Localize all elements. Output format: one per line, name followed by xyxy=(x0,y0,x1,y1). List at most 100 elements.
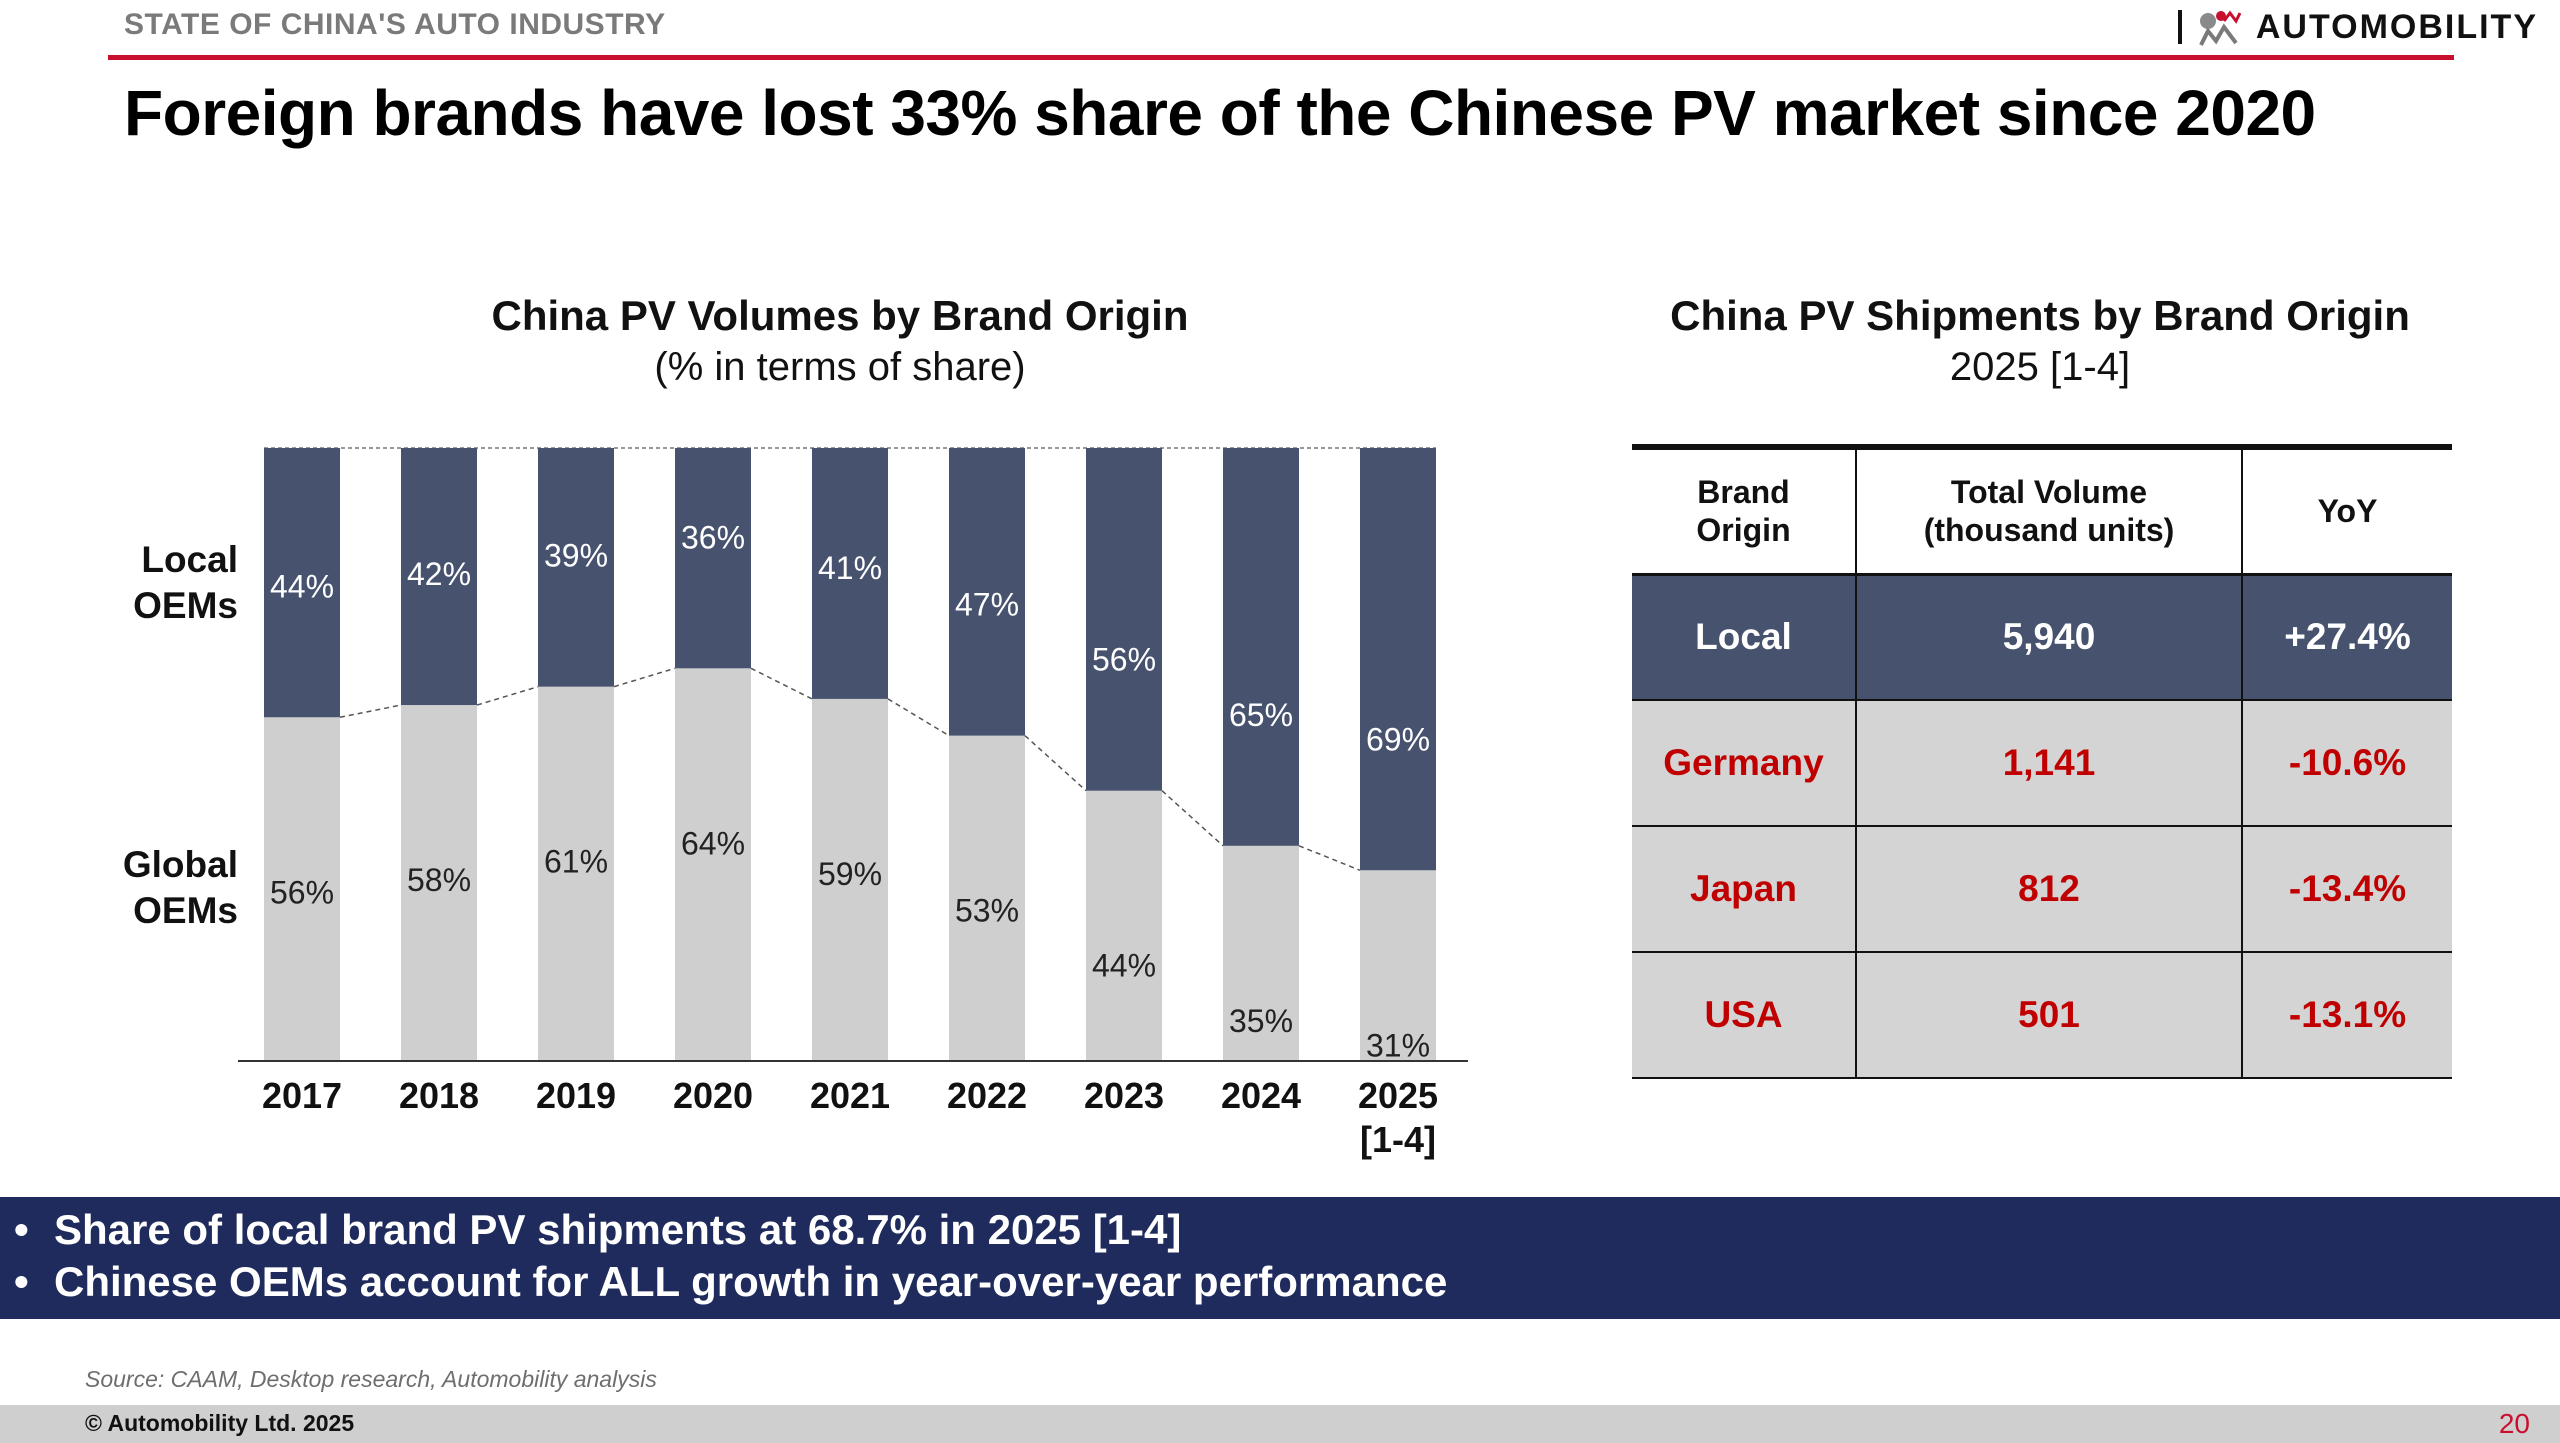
bar-global-oems xyxy=(1086,790,1162,1060)
x-tick-label: 2021 xyxy=(810,1075,890,1116)
source-note: Source: CAAM, Desktop research, Automobi… xyxy=(85,1366,657,1392)
table-row: Japan 812 -13.4% xyxy=(1632,826,2452,953)
header-rule xyxy=(108,55,2454,60)
page-title: Foreign brands have lost 33% share of th… xyxy=(124,77,2316,149)
brand-lockup: AUTOMOBILITY xyxy=(2177,4,2538,50)
bar-local-oems xyxy=(1360,448,1436,871)
data-label-local: 44% xyxy=(270,568,334,604)
bar-global-oems xyxy=(949,735,1025,1060)
row-volume: 1,141 xyxy=(1856,700,2243,827)
row-yoy: -10.6% xyxy=(2242,700,2452,827)
bar-local-oems xyxy=(1223,448,1299,846)
data-label-global: 61% xyxy=(544,844,608,880)
x-tick-label: 2025 xyxy=(1358,1075,1438,1116)
data-label-global: 59% xyxy=(818,856,882,892)
boundary-connector-line xyxy=(1298,845,1361,871)
copyright-text: Automobility Ltd. 2025 xyxy=(107,1410,355,1436)
row-label-local: Local OEMs xyxy=(133,539,238,626)
table-subtitle: 2025 [1-4] xyxy=(1949,345,2131,389)
bar-global-oems xyxy=(264,717,340,1060)
bar-global-oems xyxy=(538,686,614,1060)
footer-bar: © Automobility Ltd. 2025 20 xyxy=(0,1405,2560,1443)
data-label-local: 42% xyxy=(407,556,471,592)
row-volume: 5,940 xyxy=(1856,574,2243,701)
boundary-connector-line xyxy=(613,667,676,688)
bullet-dot: • xyxy=(14,1206,29,1253)
boundary-connector-line xyxy=(339,704,402,719)
bullet-dot: • xyxy=(14,1258,29,1305)
bar-local-oems xyxy=(675,448,751,669)
header-brand-origin: Brand Origin xyxy=(1632,444,1857,576)
data-label-global: 58% xyxy=(407,862,471,898)
bar-local-oems xyxy=(538,448,614,687)
x-tick-label: 2023 xyxy=(1084,1075,1164,1116)
bar-global-oems xyxy=(675,668,751,1060)
boundary-connector-line xyxy=(887,698,950,737)
row-origin: Local xyxy=(1632,574,1857,701)
x-tick-label: 2018 xyxy=(399,1075,479,1116)
header-yoy: YoY xyxy=(2242,444,2452,576)
data-label-local: 36% xyxy=(681,519,745,555)
bar-local-oems xyxy=(401,448,477,706)
copyright: © Automobility Ltd. 2025 xyxy=(85,1410,354,1437)
chart-subtitle: (% in terms of share) xyxy=(654,345,1026,389)
x-tick-label: 2022 xyxy=(947,1075,1027,1116)
table-row: Germany 1,141 -10.6% xyxy=(1632,700,2452,827)
bar-local-oems xyxy=(264,448,340,718)
table-row: USA 501 -13.1% xyxy=(1632,952,2452,1079)
x-tick-label: 2017 xyxy=(262,1075,342,1116)
bar-global-oems xyxy=(1223,845,1299,1060)
chart-title: China PV Volumes by Brand Origin xyxy=(491,292,1189,339)
takeaway-bullet: • Chinese OEMs account for ALL growth in … xyxy=(14,1258,1447,1306)
header-section-label: STATE OF CHINA'S AUTO INDUSTRY xyxy=(124,8,666,41)
x-tick-label: 2024 xyxy=(1221,1075,1301,1116)
page-number: 20 xyxy=(2498,1408,2530,1439)
row-yoy: +27.4% xyxy=(2242,574,2452,701)
automobility-logo-icon xyxy=(2199,10,2242,46)
data-label-local: 56% xyxy=(1092,642,1156,678)
data-label-global: 44% xyxy=(1092,948,1156,984)
data-label-global: 31% xyxy=(1366,1027,1430,1063)
bullet-text: Chinese OEMs account for ALL growth in y… xyxy=(54,1258,1448,1305)
takeaway-bullet: • Share of local brand PV shipments at 68… xyxy=(14,1206,1181,1254)
x-tick-label: 2019 xyxy=(536,1075,616,1116)
boundary-connector-line xyxy=(750,667,813,700)
row-volume: 501 xyxy=(1856,952,2243,1079)
boundary-connector-line xyxy=(476,685,539,706)
data-label-local: 41% xyxy=(818,550,882,586)
bar-local-oems xyxy=(812,448,888,699)
data-label-global: 56% xyxy=(270,874,334,910)
row-origin: Germany xyxy=(1632,700,1857,827)
data-label-local: 39% xyxy=(544,538,608,574)
row-origin: Japan xyxy=(1632,826,1857,953)
stacked-bar-chart: 56% 44% 2017 58% 42% 2018 61% 39% 2019 64% 36% 2020… xyxy=(238,447,1468,1160)
table-header-row: Brand Origin Total Volume (thousand unit… xyxy=(1632,444,2452,576)
brand-separator xyxy=(2177,10,2182,44)
table-row: Local 5,940 +27.4% xyxy=(1632,574,2452,701)
shipments-table: Brand Origin Total Volume (thousand unit… xyxy=(1632,444,2452,1079)
data-label-local: 69% xyxy=(1366,721,1430,757)
bar-global-oems xyxy=(812,698,888,1060)
table-title: China PV Shipments by Brand Origin xyxy=(1670,292,2410,339)
boundary-connector-line xyxy=(1024,735,1087,792)
takeaway-banner: • Share of local brand PV shipments at 68… xyxy=(0,1197,2560,1319)
data-label-global: 64% xyxy=(681,825,745,861)
bar-global-oems xyxy=(1360,870,1436,1060)
header-total-volume: Total Volume (thousand units) xyxy=(1856,444,2243,576)
data-label-local: 47% xyxy=(955,587,1019,623)
x-tick-label: [1-4] xyxy=(1360,1119,1436,1160)
data-label-global: 35% xyxy=(1229,1003,1293,1039)
bar-local-oems xyxy=(949,448,1025,736)
row-label-global: Global OEMs xyxy=(122,844,238,931)
copyright-icon: © xyxy=(85,1410,108,1436)
bar-global-oems xyxy=(401,705,477,1060)
x-tick-label: 2020 xyxy=(673,1075,753,1116)
brand-name: AUTOMOBILITY xyxy=(2255,7,2538,46)
bar-local-oems xyxy=(1086,448,1162,791)
data-label-global: 53% xyxy=(955,893,1019,929)
bullet-text: Share of local brand PV shipments at 68.… xyxy=(54,1206,1182,1253)
row-yoy: -13.1% xyxy=(2242,952,2452,1079)
row-yoy: -13.4% xyxy=(2242,826,2452,953)
data-label-local: 65% xyxy=(1229,697,1293,733)
boundary-connector-line xyxy=(1161,790,1224,847)
